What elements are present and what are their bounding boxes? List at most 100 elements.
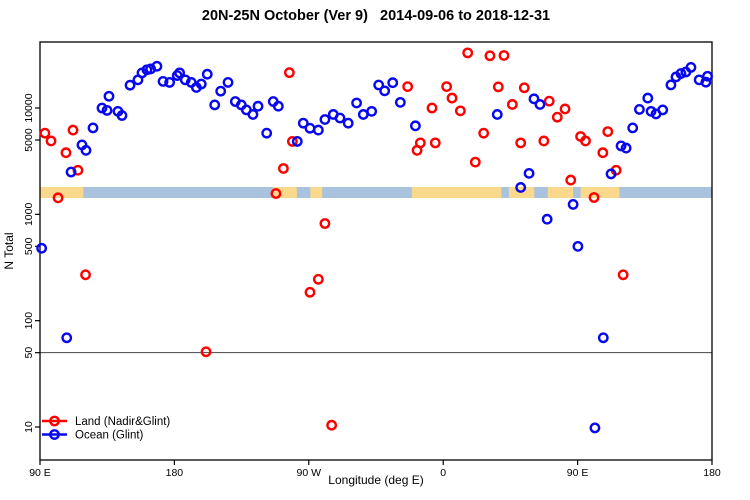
data-point-land bbox=[441, 81, 453, 92]
data-point-ocean bbox=[702, 70, 713, 82]
data-point-ocean bbox=[61, 332, 73, 344]
data-point-land bbox=[319, 218, 331, 229]
y-tick-label: 10 bbox=[23, 421, 35, 433]
data-point-ocean bbox=[272, 100, 284, 112]
data-point-land bbox=[580, 135, 591, 147]
y-tick-label: 100 bbox=[23, 312, 35, 330]
data-point-land bbox=[588, 192, 600, 203]
data-point-ocean bbox=[116, 110, 128, 121]
x-tick-label: 90 W bbox=[297, 467, 322, 479]
data-point-ocean bbox=[366, 105, 378, 117]
data-point-ocean bbox=[87, 122, 99, 134]
data-point-ocean bbox=[312, 124, 324, 136]
data-point-land bbox=[492, 81, 504, 93]
map-strip-land bbox=[310, 187, 323, 198]
data-point-ocean bbox=[541, 213, 553, 225]
data-point-ocean bbox=[642, 92, 654, 104]
x-tick-label: 90 E bbox=[29, 467, 51, 479]
data-point-ocean bbox=[201, 68, 213, 80]
data-point-ocean bbox=[675, 68, 687, 79]
data-point-ocean bbox=[657, 104, 669, 116]
data-point-land bbox=[312, 273, 324, 285]
data-point-ocean bbox=[252, 100, 264, 112]
data-point-ocean bbox=[615, 140, 627, 152]
y-tick-label: 1000 bbox=[23, 203, 35, 227]
data-point-land bbox=[80, 269, 91, 281]
data-point-ocean bbox=[685, 61, 697, 73]
data-point-land bbox=[326, 419, 338, 431]
x-tick-label: 0 bbox=[440, 467, 446, 479]
data-point-ocean bbox=[36, 242, 48, 254]
data-point-ocean bbox=[291, 136, 303, 147]
data-point-ocean bbox=[304, 122, 316, 134]
data-point-ocean bbox=[164, 77, 176, 88]
data-point-ocean bbox=[80, 144, 92, 156]
data-point-ocean bbox=[157, 75, 169, 87]
data-point-land bbox=[426, 102, 438, 114]
map-strip-land bbox=[272, 187, 297, 198]
data-point-land bbox=[543, 95, 555, 107]
data-point-ocean bbox=[387, 77, 399, 89]
data-point-ocean bbox=[351, 97, 362, 109]
data-point-ocean bbox=[605, 168, 617, 180]
data-point-ocean bbox=[151, 60, 163, 72]
data-point-land bbox=[67, 124, 79, 136]
data-point-land bbox=[462, 47, 474, 59]
data-point-land bbox=[45, 135, 57, 147]
data-point-land bbox=[551, 111, 563, 123]
data-point-ocean bbox=[261, 127, 273, 139]
map-strip-ocean bbox=[40, 187, 712, 198]
data-point-land bbox=[597, 147, 609, 159]
legend-label: Land (Nadir&Glint) bbox=[75, 416, 170, 428]
data-point-ocean bbox=[410, 120, 421, 132]
data-point-ocean bbox=[357, 109, 369, 120]
legend-label: Ocean (Glint) bbox=[75, 430, 144, 442]
data-point-ocean bbox=[247, 109, 259, 120]
data-point-ocean bbox=[567, 199, 579, 210]
data-point-ocean bbox=[665, 79, 677, 91]
data-point-land bbox=[52, 192, 64, 204]
data-point-land bbox=[200, 346, 212, 358]
legend-marker bbox=[49, 415, 60, 427]
data-point-ocean bbox=[342, 117, 354, 129]
chart-title: 20N-25N October (Ver 9) 2014-09-06 to 20… bbox=[201, 8, 551, 24]
data-point-ocean bbox=[124, 79, 136, 91]
data-point-land bbox=[515, 137, 527, 149]
data-point-ocean bbox=[319, 114, 331, 125]
data-point-land bbox=[602, 126, 614, 137]
data-point-land bbox=[283, 67, 295, 79]
data-point-ocean bbox=[394, 96, 406, 108]
data-point-ocean bbox=[65, 166, 77, 178]
data-point-ocean bbox=[627, 122, 639, 134]
plot-border bbox=[39, 41, 713, 461]
data-point-land bbox=[304, 286, 316, 298]
data-point-ocean bbox=[209, 99, 221, 111]
data-point-ocean bbox=[597, 332, 609, 344]
data-point-land bbox=[414, 137, 426, 149]
data-point-land bbox=[286, 136, 298, 147]
data-point-land bbox=[498, 50, 510, 61]
data-point-ocean bbox=[515, 182, 527, 193]
data-point-ocean bbox=[195, 78, 207, 90]
data-point-ocean bbox=[101, 104, 113, 116]
data-point-ocean bbox=[297, 117, 309, 129]
data-point-ocean bbox=[528, 93, 540, 105]
data-point-ocean bbox=[700, 76, 712, 88]
y-tick-label: 10000 bbox=[23, 93, 35, 122]
data-point-land bbox=[484, 50, 496, 62]
data-point-land bbox=[60, 147, 72, 159]
data-point-ocean bbox=[373, 79, 385, 91]
data-point-ocean bbox=[103, 90, 115, 102]
data-point-ocean bbox=[491, 109, 503, 120]
y-tick-label: 5000 bbox=[23, 128, 35, 152]
x-tick-label: 180 bbox=[703, 467, 721, 479]
data-point-land bbox=[278, 163, 289, 174]
y-tick-label: 50 bbox=[23, 347, 35, 359]
data-point-ocean bbox=[620, 142, 632, 154]
data-point-land bbox=[559, 103, 571, 115]
x-tick-label: 90 E bbox=[567, 467, 589, 479]
y-axis-title: N Total bbox=[2, 232, 16, 269]
map-strip-land bbox=[547, 187, 574, 198]
